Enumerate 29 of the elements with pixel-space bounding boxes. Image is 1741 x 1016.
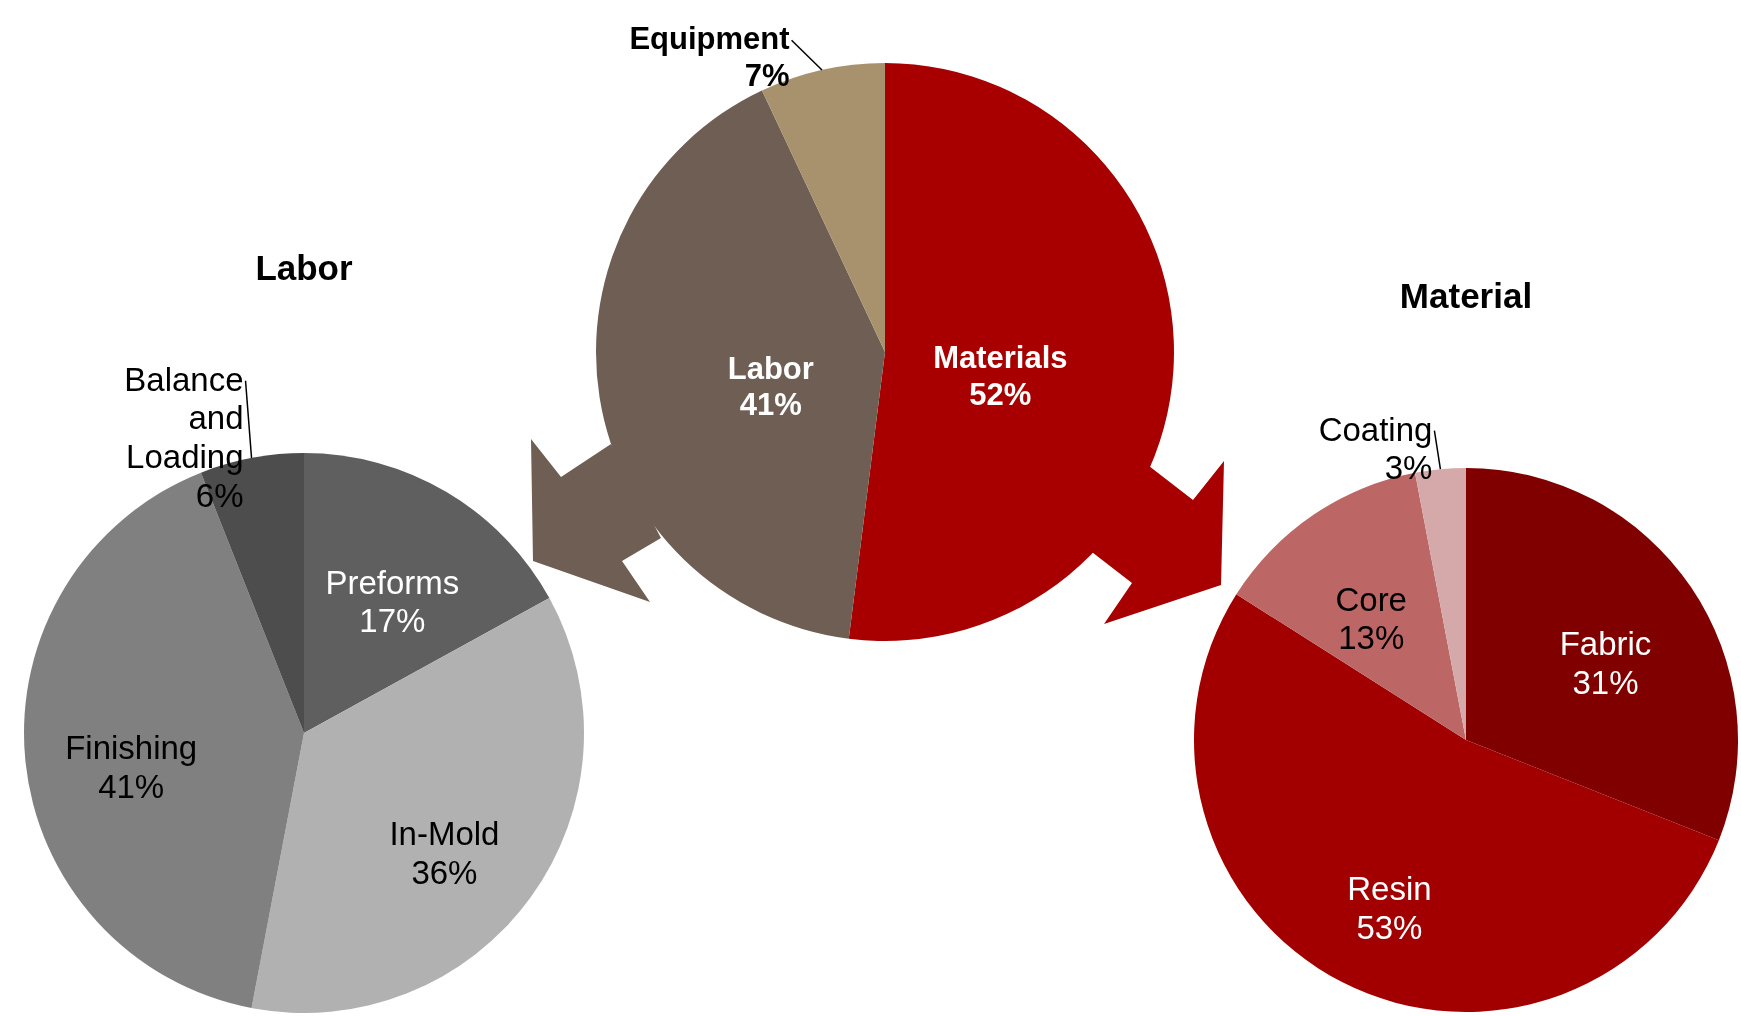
slice-label: Labor xyxy=(727,351,814,387)
pie-slice xyxy=(304,453,550,733)
slice-label: Coating xyxy=(1318,410,1433,448)
pie-slice xyxy=(251,598,584,1013)
slice-label: Balance and Loading xyxy=(124,360,244,475)
data-label: 41% xyxy=(739,387,802,423)
pie-slice xyxy=(1466,468,1738,841)
data-label: 3% xyxy=(1384,449,1433,487)
slice-label: Core xyxy=(1335,580,1407,618)
slice-label: Equipment xyxy=(629,21,790,57)
chart-title: Labor xyxy=(255,247,353,287)
slice-label: Resin xyxy=(1347,870,1432,908)
data-label: 17% xyxy=(359,602,426,640)
data-label: 41% xyxy=(98,767,165,805)
chart-title: Material xyxy=(1399,275,1533,315)
pie-slice xyxy=(596,90,885,639)
data-label: 6% xyxy=(195,476,244,514)
data-label: 7% xyxy=(744,57,790,93)
data-label: 53% xyxy=(1356,908,1423,946)
data-label: 31% xyxy=(1572,663,1639,701)
data-label: 13% xyxy=(1338,619,1405,657)
slice-label: Finishing xyxy=(65,729,198,767)
slice-label: Fabric xyxy=(1559,625,1652,663)
data-label: 36% xyxy=(411,853,478,891)
slice-label: Preforms xyxy=(325,563,460,601)
data-label: 52% xyxy=(969,376,1032,412)
pie-slice xyxy=(848,63,1174,641)
slice-label: Materials xyxy=(933,340,1068,376)
slice-label: In-Mold xyxy=(389,815,500,853)
